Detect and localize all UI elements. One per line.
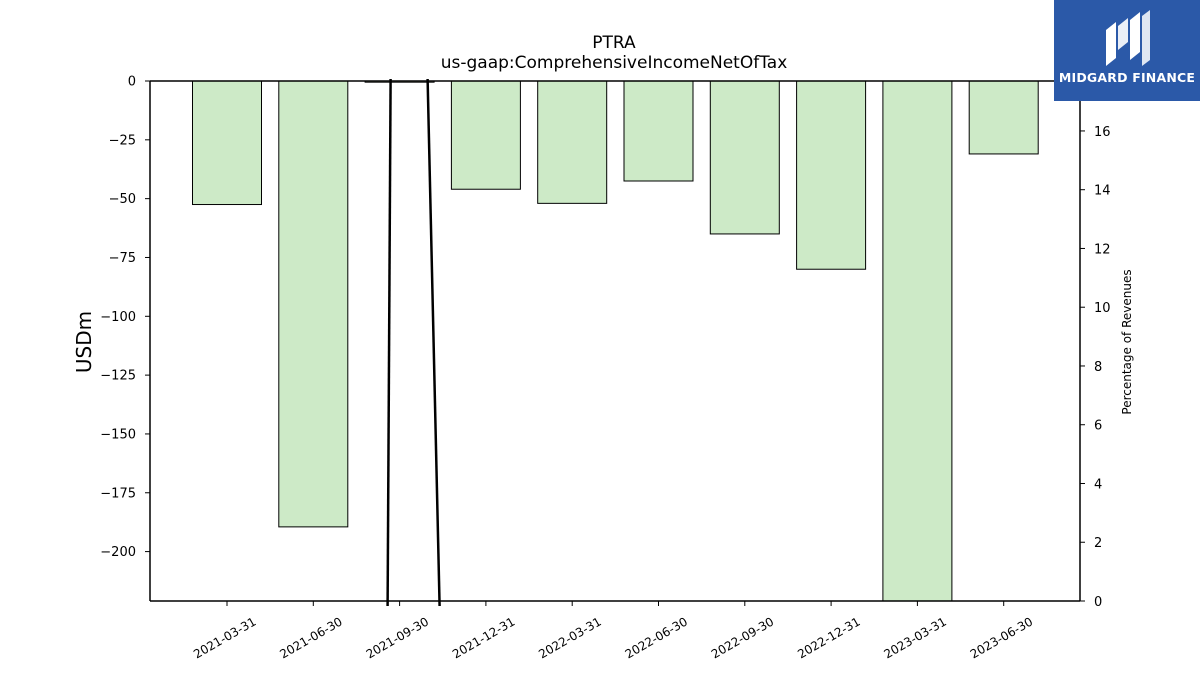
y-tick-label: −150 bbox=[100, 427, 136, 442]
y2-tick-label: 14 bbox=[1094, 184, 1111, 199]
y2-tick-label: 4 bbox=[1094, 477, 1102, 492]
x-tick-label: 2021-06-30 bbox=[277, 614, 344, 661]
y-tick-label: −175 bbox=[100, 486, 136, 501]
bar-2021-06-30 bbox=[278, 80, 349, 528]
bar-2021-03-31 bbox=[192, 80, 262, 206]
bar-2022-03-31 bbox=[537, 80, 608, 204]
y-tick-label: −100 bbox=[100, 310, 136, 325]
bar-2022-09-30 bbox=[709, 80, 780, 235]
bar-2021-12-31 bbox=[450, 80, 521, 190]
y-tick-label: −50 bbox=[109, 192, 136, 207]
y2-axis-label: Percentage of Revenues bbox=[1120, 269, 1134, 414]
y2-tick-label: 10 bbox=[1094, 301, 1111, 316]
midgard-m-logo-icon bbox=[1106, 10, 1150, 66]
y2-axis-ticks: 0 2 4 6 8 10 12 14 16 bbox=[1080, 125, 1111, 610]
bar-2022-06-30 bbox=[623, 80, 694, 182]
bars-group bbox=[192, 80, 1039, 602]
y-axis-label: USDm bbox=[72, 311, 96, 373]
y2-tick-label: 16 bbox=[1094, 125, 1111, 140]
x-axis-ticks: 2021-03-31 2021-06-30 2021-09-30 2021-12-31… bbox=[191, 601, 1035, 661]
y2-tick-label: 2 bbox=[1094, 536, 1102, 551]
y-tick-label: −75 bbox=[109, 251, 136, 266]
y2-tick-label: 12 bbox=[1094, 242, 1111, 257]
x-tick-label: 2023-06-30 bbox=[968, 614, 1035, 661]
logo-text: MIDGARD FINANCE bbox=[1058, 70, 1196, 85]
line-segment-left bbox=[386, 78, 392, 607]
x-tick-label: 2022-12-31 bbox=[795, 614, 862, 661]
bar-2023-06-30 bbox=[968, 80, 1039, 155]
line-group bbox=[386, 78, 441, 607]
axes-frame bbox=[149, 80, 1081, 602]
x-tick-label: 2021-03-31 bbox=[191, 614, 258, 661]
y-tick-label: −25 bbox=[109, 133, 136, 148]
y-tick-label: 0 bbox=[128, 75, 136, 90]
bar-2022-12-31 bbox=[796, 80, 867, 270]
midgard-finance-logo: MIDGARD FINANCE bbox=[1054, 0, 1200, 101]
y2-tick-label: 8 bbox=[1094, 360, 1102, 375]
chart-title: PTRA bbox=[592, 33, 636, 53]
chart-subtitle: us-gaap:ComprehensiveIncomeNetOfTax bbox=[441, 53, 788, 73]
y2-tick-label: 6 bbox=[1094, 419, 1102, 434]
y-tick-label: −200 bbox=[100, 545, 136, 560]
x-tick-label: 2022-03-31 bbox=[536, 614, 603, 661]
x-tick-label: 2022-06-30 bbox=[623, 614, 690, 661]
x-tick-label: 2021-09-30 bbox=[364, 614, 431, 661]
line-segment-right bbox=[426, 78, 441, 607]
x-tick-label: 2023-03-31 bbox=[881, 614, 948, 661]
x-tick-label: 2022-09-30 bbox=[709, 614, 776, 661]
y-tick-label: −125 bbox=[100, 369, 136, 384]
bar-2023-03-31 bbox=[882, 80, 953, 602]
x-tick-label: 2021-12-31 bbox=[450, 614, 517, 661]
y2-tick-label: 0 bbox=[1094, 595, 1102, 610]
y-axis-ticks: 0 −25 −50 −75 −100 −125 −150 −175 −200 bbox=[100, 75, 150, 560]
